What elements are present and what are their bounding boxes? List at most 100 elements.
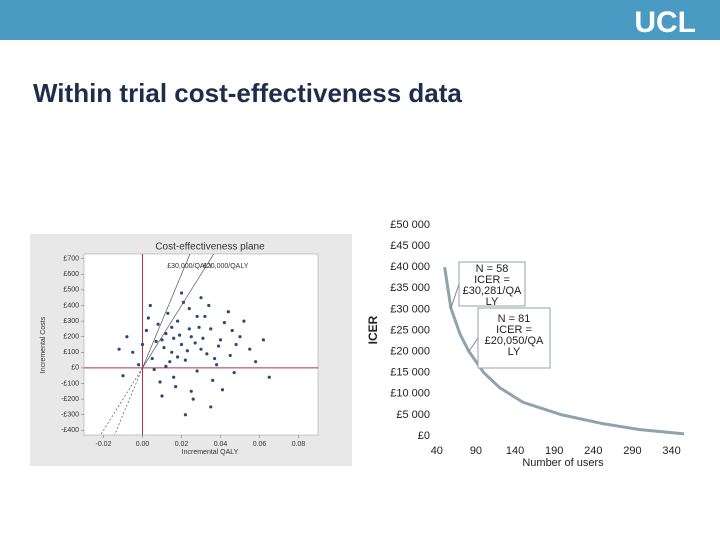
x-tick-label: 0.06 xyxy=(253,441,267,448)
y-tick-label: £0 xyxy=(418,430,430,442)
slide-title: Within trial cost-effectiveness data xyxy=(33,78,462,108)
annotation-text: N = 81 xyxy=(498,313,531,325)
x-tick-label: 0.00 xyxy=(136,441,150,448)
y-tick-label: £45 000 xyxy=(390,240,430,252)
point xyxy=(179,342,184,347)
point xyxy=(201,336,205,340)
annotation-text: ICER = xyxy=(496,324,532,336)
point xyxy=(152,367,156,372)
x-tick-label: 140 xyxy=(506,445,524,457)
annotation-text: £20,050/QA xyxy=(485,335,544,347)
y-tick-label: £25 000 xyxy=(390,324,430,336)
x-axis-label: Number of users xyxy=(522,457,604,469)
y-axis-label: Incremental Costs xyxy=(40,316,47,373)
plot-area xyxy=(83,253,319,436)
x-axis-label: Incremental QALY xyxy=(182,449,239,456)
point xyxy=(242,319,246,323)
point xyxy=(228,353,232,358)
point xyxy=(197,325,201,329)
point xyxy=(187,327,191,331)
y-tick-label: £20 000 xyxy=(390,346,430,358)
y-tick-label: £200 xyxy=(63,334,79,341)
annotation-box xyxy=(458,261,526,307)
x-tick-label: 0.04 xyxy=(214,441,228,448)
y-tick-label: £35 000 xyxy=(390,282,430,294)
x-tick-label: 0.08 xyxy=(292,441,306,448)
x-tick-label: 90 xyxy=(470,445,482,457)
y-tick-label: £0 xyxy=(71,365,79,372)
y-tick-label: -£400 xyxy=(61,427,79,434)
logo: UCL xyxy=(634,6,696,39)
point xyxy=(150,356,154,361)
point xyxy=(137,363,141,367)
threshold-line-neg xyxy=(100,367,143,436)
y-tick-label: £40 000 xyxy=(390,261,430,273)
point xyxy=(117,347,121,351)
point xyxy=(230,328,234,333)
point xyxy=(195,314,199,319)
point xyxy=(140,342,145,347)
x-tick-label: 240 xyxy=(584,445,602,457)
point xyxy=(121,374,125,378)
point xyxy=(238,335,242,339)
y-tick-label: £500 xyxy=(63,287,79,294)
point xyxy=(195,369,199,373)
point xyxy=(189,335,193,339)
y-axis-label: ICER xyxy=(366,315,380,344)
point xyxy=(254,360,258,364)
point xyxy=(213,356,217,361)
y-tick-label: -£300 xyxy=(61,412,79,419)
annotation-text: LY xyxy=(508,346,521,358)
point xyxy=(164,364,168,368)
point xyxy=(160,394,164,398)
y-tick-label: £30 000 xyxy=(390,303,430,315)
point xyxy=(144,328,148,333)
y-tick-label: -£200 xyxy=(61,396,79,403)
point xyxy=(158,380,162,384)
x-tick-label: 40 xyxy=(431,445,443,457)
point xyxy=(187,307,191,311)
y-tick-label: £600 xyxy=(63,271,79,278)
point xyxy=(185,349,189,353)
point xyxy=(226,310,230,314)
y-tick-label: £50 000 xyxy=(390,219,430,231)
point xyxy=(218,338,223,342)
point xyxy=(267,375,271,379)
header-band xyxy=(0,0,720,40)
point xyxy=(172,375,176,379)
point xyxy=(191,397,195,401)
point xyxy=(215,363,219,367)
x-tick-label: 340 xyxy=(662,445,680,457)
point xyxy=(199,296,203,300)
point xyxy=(176,319,180,323)
annotation-text: £30,281/QA xyxy=(463,285,522,297)
point xyxy=(179,291,184,295)
point xyxy=(170,325,174,329)
point xyxy=(205,352,209,356)
point xyxy=(148,303,152,308)
y-tick-label: £15 000 xyxy=(390,367,430,379)
y-tick-label: £10 000 xyxy=(390,388,430,400)
point xyxy=(170,350,174,354)
y-tick-label: £300 xyxy=(63,318,79,325)
threshold-line xyxy=(142,253,214,369)
x-tick-label: -0.02 xyxy=(96,441,112,448)
annotation-leader xyxy=(450,283,460,309)
point xyxy=(125,335,129,339)
point xyxy=(183,358,187,362)
annotation-text: ICER = xyxy=(474,274,510,286)
point xyxy=(162,346,166,350)
point xyxy=(222,321,226,325)
point xyxy=(199,347,203,351)
y-tick-label: £5 000 xyxy=(396,409,430,421)
threshold-label: £30,000/QALY xyxy=(167,263,213,270)
annotation-text: N = 58 xyxy=(476,263,509,275)
y-tick-label: £400 xyxy=(63,302,79,309)
point xyxy=(183,413,187,417)
point xyxy=(211,378,215,382)
threshold-label: £20,000/QALY xyxy=(203,263,249,270)
point xyxy=(234,342,238,347)
point xyxy=(209,405,213,409)
point xyxy=(146,316,150,320)
